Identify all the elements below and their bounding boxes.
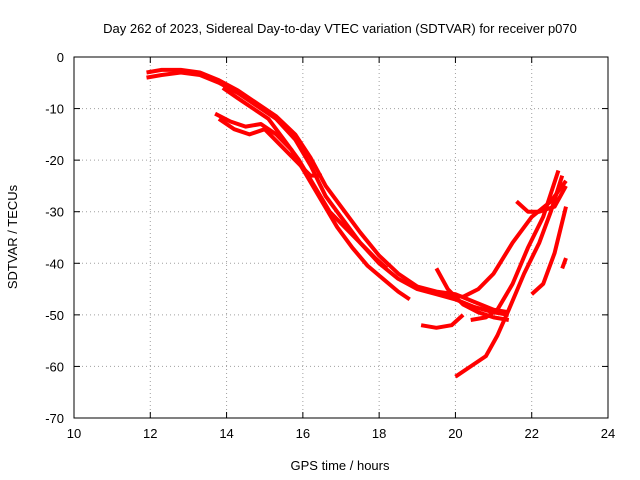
series-track-11 (515, 184, 568, 214)
y-tick-label: -30 (45, 205, 64, 220)
y-tick-label: -50 (45, 308, 64, 323)
series-track-9 (454, 174, 565, 379)
grid-layer (74, 57, 608, 418)
ticks-layer (73, 56, 609, 419)
labels-layer: 10 12 14 16 18 20 22 24 0 -10 -20 -30 -40 -50 -60 -70 (45, 50, 615, 441)
series-track-12 (530, 206, 568, 296)
series-track-6 (420, 313, 465, 330)
series-track-10 (470, 169, 561, 322)
chart-title: Day 262 of 2023, Sidereal Day-to-day VTE… (103, 21, 577, 36)
y-tick-label: -60 (45, 359, 64, 374)
series-layer (146, 67, 568, 379)
series-track-3 (214, 111, 411, 302)
x-tick-label: 22 (524, 426, 538, 441)
y-tick-label: -40 (45, 256, 64, 271)
y-tick-label: -20 (45, 153, 64, 168)
series-track-4 (217, 117, 322, 178)
x-tick-label: 24 (601, 426, 615, 441)
series-track-5 (221, 86, 389, 270)
y-tick-label: 0 (57, 50, 64, 65)
y-tick-label: -10 (45, 102, 64, 117)
x-tick-label: 20 (448, 426, 462, 441)
x-tick-label: 10 (67, 426, 81, 441)
x-tick-label: 16 (296, 426, 310, 441)
x-tick-label: 12 (143, 426, 157, 441)
series-track-13 (560, 257, 568, 270)
plot-frame (73, 56, 609, 419)
y-tick-label: -70 (45, 411, 64, 426)
x-tick-label: 14 (219, 426, 233, 441)
y-axis-label: SDTVAR / TECUs (5, 184, 20, 289)
series-track-2 (146, 67, 510, 315)
x-axis-label: GPS time / hours (291, 458, 390, 473)
series-track-8 (434, 267, 510, 322)
x-tick-label: 18 (372, 426, 386, 441)
series-track-1 (146, 70, 510, 317)
